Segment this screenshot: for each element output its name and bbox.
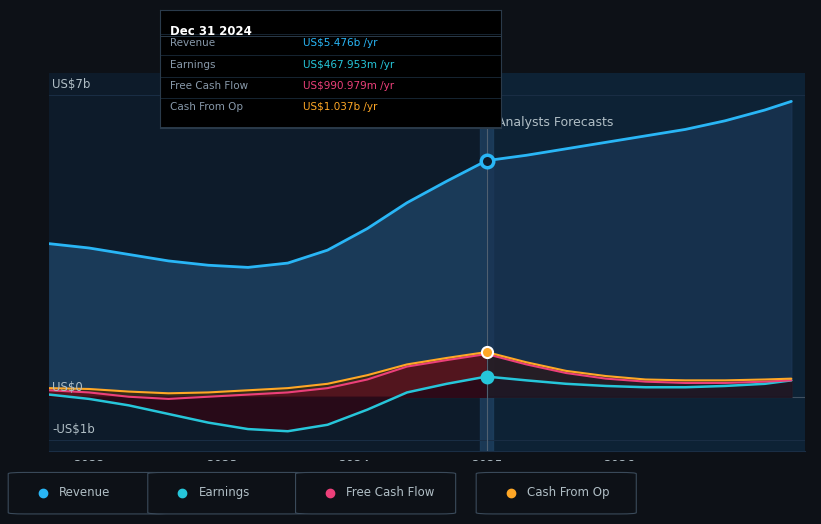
Text: US$0: US$0 (52, 381, 83, 394)
Text: Free Cash Flow: Free Cash Flow (346, 486, 435, 499)
Bar (480, 73, 493, 451)
Text: Revenue: Revenue (59, 486, 111, 499)
Text: Cash From Op: Cash From Op (527, 486, 609, 499)
FancyBboxPatch shape (148, 473, 308, 514)
Text: Earnings: Earnings (170, 60, 216, 70)
Text: US$7b: US$7b (52, 79, 90, 92)
Bar (487, 73, 805, 451)
Text: Cash From Op: Cash From Op (170, 102, 243, 112)
Text: Dec 31 2024: Dec 31 2024 (170, 25, 252, 38)
Text: US$467.953m /yr: US$467.953m /yr (303, 60, 394, 70)
FancyBboxPatch shape (8, 473, 168, 514)
Text: US$5.476b /yr: US$5.476b /yr (303, 38, 378, 49)
Text: Analysts Forecasts: Analysts Forecasts (498, 116, 613, 129)
Text: Free Cash Flow: Free Cash Flow (170, 81, 249, 91)
FancyBboxPatch shape (296, 473, 456, 514)
Text: US$1.037b /yr: US$1.037b /yr (303, 102, 378, 112)
Text: Earnings: Earnings (199, 486, 250, 499)
Text: -US$1b: -US$1b (52, 423, 94, 436)
Text: US$990.979m /yr: US$990.979m /yr (303, 81, 394, 91)
Text: Revenue: Revenue (170, 38, 215, 49)
FancyBboxPatch shape (476, 473, 636, 514)
Text: Past: Past (450, 116, 476, 129)
